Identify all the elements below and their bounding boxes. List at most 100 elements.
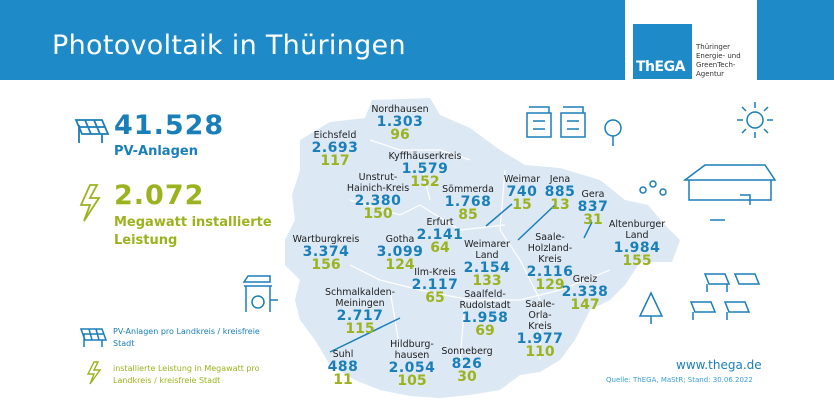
district-pv-count: 2.380 — [354, 193, 402, 209]
district-pv-count: 2.154 — [463, 260, 511, 276]
district-label: Weimarer Land 2.154 133 — [464, 239, 511, 288]
district-mw: 150 — [363, 206, 393, 222]
district-pv-count: 2.717 — [336, 308, 384, 324]
district-pv-count: 2.693 — [311, 140, 359, 156]
lightning-icon — [79, 184, 101, 222]
district-pv-count: 2.117 — [411, 277, 459, 293]
district-name: Saale- Holzland- Kreis — [527, 232, 573, 265]
district-mw: 31 — [583, 212, 603, 228]
district-mw: 65 — [425, 290, 445, 306]
district-label: Greiz 2.338 147 — [562, 274, 609, 312]
legend-solar-panel-icon — [80, 328, 108, 347]
district-pv-count: 1.958 — [461, 310, 509, 326]
district-name: Jena — [549, 174, 571, 185]
district-mw: 152 — [410, 174, 440, 190]
district-name: Greiz — [572, 274, 598, 285]
district-name: Gotha — [385, 234, 415, 245]
district-pv-count: 885 — [544, 184, 576, 200]
legend-pv: PV-Anlagen pro Landkreis / kreisfreie St… — [113, 327, 260, 348]
district-label: Kyffhäuserkreis 1.579 152 — [389, 151, 462, 189]
district-pv-count: 837 — [577, 199, 609, 215]
mw-total: 2.072 — [114, 180, 205, 211]
district-name: Ilm-Kreis — [414, 267, 456, 278]
district-mw: 15 — [512, 197, 532, 213]
district-label: Altenburger Land 1.984 155 — [609, 219, 665, 268]
district-mw: 69 — [475, 323, 495, 339]
district-pv-count: 2.116 — [526, 264, 574, 280]
district-mw: 110 — [525, 344, 555, 360]
district-label: Sömmerda 1.768 85 — [442, 184, 494, 222]
district-pv-count: 2.141 — [416, 227, 464, 243]
logo-text: Thüringer Energie- und GreenTech- Agentu… — [696, 43, 741, 78]
website-link[interactable]: www.thega.de — [676, 358, 762, 372]
district-label: Wartburgkreis 3.374 156 — [293, 234, 360, 272]
district-label: Erfurt 2.141 64 — [417, 217, 464, 255]
page-title: Photovoltaik in Thüringen — [52, 30, 406, 61]
district-name: Schmalkalden- Meiningen — [324, 287, 396, 309]
district-mw: 115 — [345, 321, 375, 337]
district-pv-count: 3.099 — [376, 244, 424, 260]
district-mw: 129 — [535, 277, 565, 293]
carport-charger-icon — [242, 275, 278, 312]
district-label: Saale- Orla- Kreis 1.977 110 — [517, 299, 564, 359]
district-label: Hildburg- hausen 2.054 105 — [389, 339, 436, 388]
district-label: Jena 885 13 — [545, 174, 576, 212]
district-label: Gera 837 31 — [578, 189, 609, 227]
legend-mw: installierte Leistung in Megawatt pro La… — [113, 364, 260, 385]
district-name: Unstrut- Hainich-Kreis — [346, 172, 410, 194]
district-mw: 13 — [550, 197, 570, 213]
district-pv-count: 488 — [327, 359, 359, 375]
district-label: Sonneberg 826 30 — [441, 346, 492, 384]
tree-icon — [604, 119, 622, 146]
district-name: Gera — [581, 189, 605, 200]
thega-logo: ThEGA Thüringer Energie- und GreenTech- … — [625, 0, 757, 95]
district-pv-count: 740 — [506, 184, 538, 200]
district-name: Wartburgkreis — [292, 234, 360, 245]
solar-park-icon — [689, 273, 761, 320]
district-label: Saale- Holzland- Kreis 2.116 129 — [527, 232, 574, 292]
sun-icon — [737, 102, 773, 138]
district-name: Saalfeld- Rudolstadt — [459, 289, 511, 311]
district-name: Hildburg- hausen — [390, 339, 434, 361]
district-mw: 30 — [457, 369, 477, 385]
pv-total: 41.528 — [114, 110, 225, 141]
district-label: Unstrut- Hainich-Kreis 2.380 150 — [347, 172, 409, 221]
pv-total-label: PV-Anlagen — [114, 144, 198, 159]
district-label: Suhl 488 11 — [328, 349, 359, 387]
district-name: Weimarer Land — [464, 239, 510, 261]
district-mw: 85 — [458, 207, 478, 223]
district-mw: 124 — [385, 257, 415, 273]
district-mw: 133 — [472, 273, 502, 289]
district-pv-count: 1.303 — [376, 114, 424, 130]
district-name: Kyffhäuserkreis — [388, 151, 462, 162]
district-pv-count: 2.338 — [561, 284, 609, 300]
mw-total-label: Megawatt installierte Leistung — [114, 215, 272, 248]
district-name: Nordhausen — [371, 104, 429, 115]
district-mw: 155 — [622, 253, 652, 269]
district-mw: 117 — [320, 153, 350, 169]
farm-icon — [639, 164, 777, 221]
district-label: Ilm-Kreis 2.117 65 — [412, 267, 459, 305]
district-pv-count: 1.768 — [444, 194, 492, 210]
district-mw: 96 — [390, 127, 410, 143]
solar-panel-icon — [74, 119, 110, 143]
district-name: Sonneberg — [441, 346, 493, 357]
district-pv-count: 1.984 — [613, 240, 661, 256]
tree-icon-2 — [638, 291, 664, 324]
district-name: Altenburger Land — [608, 219, 666, 241]
district-name: Suhl — [332, 349, 354, 360]
legend-lightning-icon — [86, 361, 102, 385]
district-pv-count: 826 — [451, 356, 483, 372]
district-mw: 147 — [570, 297, 600, 313]
logo-abbr: ThEGA — [636, 59, 685, 75]
district-pv-count: 1.977 — [516, 331, 564, 347]
district-mw: 105 — [397, 373, 427, 389]
district-pv-count: 1.579 — [401, 161, 449, 177]
district-mw: 11 — [333, 372, 353, 388]
district-mw: 156 — [311, 257, 341, 273]
district-mw: 64 — [430, 240, 450, 256]
district-label: Weimar 740 15 — [504, 174, 540, 212]
district-name: Weimar — [503, 174, 541, 185]
district-name: Sömmerda — [442, 184, 494, 195]
